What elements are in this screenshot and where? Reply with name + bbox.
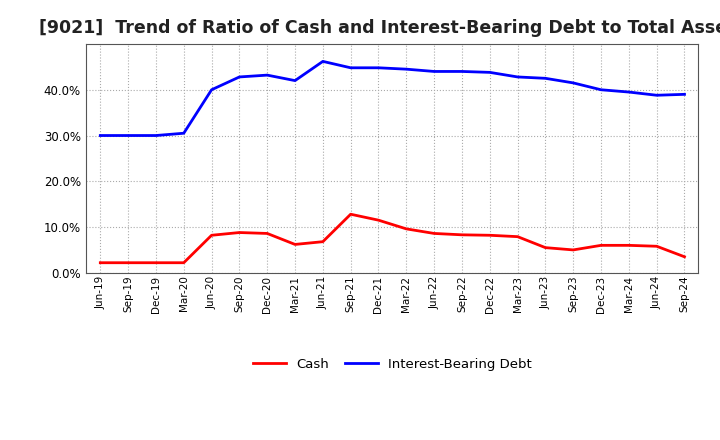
Cash (513, 234, 522, 239)
Cash (374, 217, 383, 223)
Cash (318, 239, 327, 244)
Interest-Bearing Debt (96, 133, 104, 138)
Line: Cash: Cash (100, 214, 685, 263)
Cash (652, 244, 661, 249)
Cash (124, 260, 132, 265)
Interest-Bearing Debt (152, 133, 161, 138)
Interest-Bearing Debt (513, 74, 522, 80)
Interest-Bearing Debt (624, 89, 633, 95)
Cash (179, 260, 188, 265)
Interest-Bearing Debt (318, 59, 327, 64)
Interest-Bearing Debt (569, 80, 577, 85)
Cash (152, 260, 161, 265)
Legend: Cash, Interest-Bearing Debt: Cash, Interest-Bearing Debt (248, 352, 537, 376)
Interest-Bearing Debt (179, 131, 188, 136)
Interest-Bearing Debt (541, 76, 550, 81)
Cash (680, 254, 689, 260)
Cash (430, 231, 438, 236)
Cash (235, 230, 243, 235)
Cash (485, 233, 494, 238)
Interest-Bearing Debt (291, 78, 300, 83)
Cash (96, 260, 104, 265)
Interest-Bearing Debt (235, 74, 243, 80)
Interest-Bearing Debt (207, 87, 216, 92)
Cash (346, 212, 355, 217)
Interest-Bearing Debt (124, 133, 132, 138)
Cash (624, 243, 633, 248)
Interest-Bearing Debt (458, 69, 467, 74)
Cash (569, 247, 577, 253)
Interest-Bearing Debt (402, 66, 410, 72)
Interest-Bearing Debt (680, 92, 689, 97)
Cash (207, 233, 216, 238)
Interest-Bearing Debt (346, 65, 355, 70)
Cash (458, 232, 467, 238)
Cash (402, 226, 410, 231)
Cash (597, 243, 606, 248)
Interest-Bearing Debt (263, 73, 271, 78)
Interest-Bearing Debt (430, 69, 438, 74)
Cash (263, 231, 271, 236)
Interest-Bearing Debt (652, 92, 661, 98)
Interest-Bearing Debt (485, 70, 494, 75)
Title: [9021]  Trend of Ratio of Cash and Interest-Bearing Debt to Total Assets: [9021] Trend of Ratio of Cash and Intere… (39, 19, 720, 37)
Cash (291, 242, 300, 247)
Interest-Bearing Debt (374, 65, 383, 70)
Line: Interest-Bearing Debt: Interest-Bearing Debt (100, 62, 685, 136)
Cash (541, 245, 550, 250)
Interest-Bearing Debt (597, 87, 606, 92)
